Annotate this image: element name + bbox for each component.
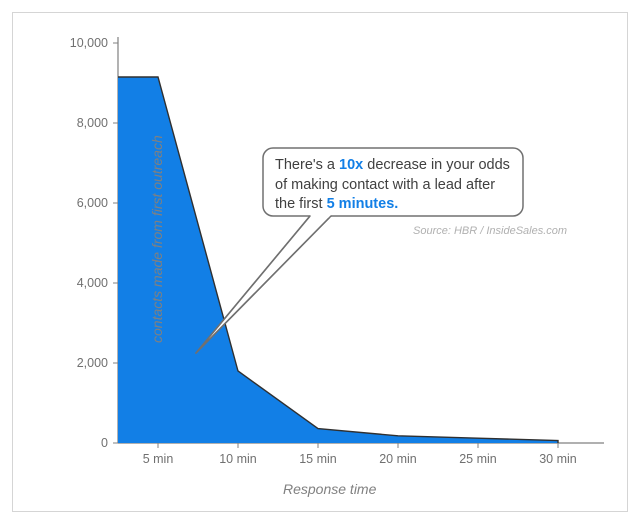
x-axis-label: Response time xyxy=(283,481,376,497)
callout-accent-1: 10x xyxy=(339,157,363,173)
callout-text: There's a 10x decrease in your odds of m… xyxy=(275,156,513,215)
x-tick-label: 20 min xyxy=(379,452,417,466)
x-tick-label: 10 min xyxy=(219,452,257,466)
chart-frame: 0 2,000 4,000 6,000 8,000 10,000 5 min 10 min 15… xyxy=(12,12,628,512)
source-text: Source: HBR / InsideSales.com xyxy=(413,225,567,237)
callout-accent-2: 5 minutes. xyxy=(327,196,399,212)
x-tick-label: 25 min xyxy=(459,452,497,466)
y-tick-label: 2,000 xyxy=(77,356,108,370)
area-chart: 0 2,000 4,000 6,000 8,000 10,000 5 min 10 min 15… xyxy=(13,13,627,511)
y-tick-label: 4,000 xyxy=(77,276,108,290)
callout-pointer-edge xyxy=(196,216,331,353)
x-tick-label: 5 min xyxy=(143,452,174,466)
x-tick-label: 30 min xyxy=(539,452,577,466)
callout-pre: There's a xyxy=(275,157,339,173)
y-tick-label: 6,000 xyxy=(77,196,108,210)
y-tick-label: 0 xyxy=(101,436,108,450)
area-fill xyxy=(118,77,558,443)
y-tick-label: 10,000 xyxy=(70,36,108,50)
y-tick-label: 8,000 xyxy=(77,116,108,130)
y-axis-label: contacts made from first outreach xyxy=(149,135,165,343)
x-tick-label: 15 min xyxy=(299,452,337,466)
